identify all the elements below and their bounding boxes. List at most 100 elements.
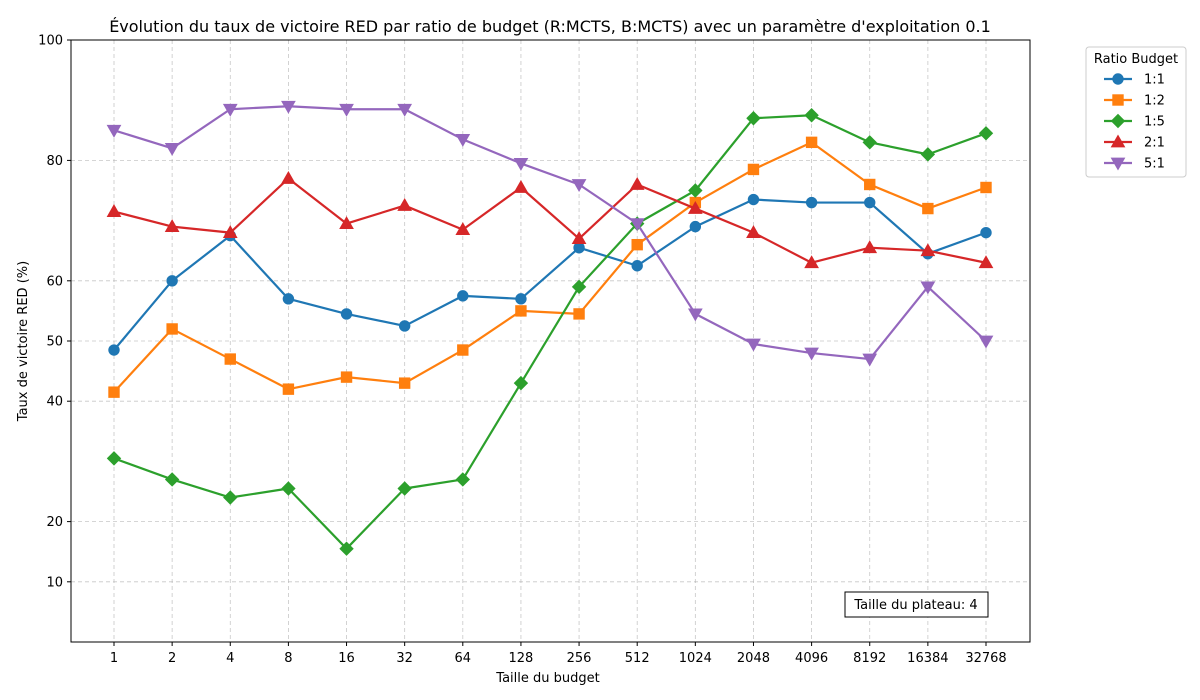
data-point <box>747 193 760 206</box>
data-point <box>980 226 992 239</box>
grid-lines <box>71 39 1030 642</box>
y-tick-label: 80 <box>46 154 63 169</box>
data-point <box>805 196 818 209</box>
chart-title: Évolution du taux de victoire RED par ra… <box>109 17 991 36</box>
data-point <box>920 281 936 295</box>
legend-label: 2:1 <box>1144 136 1165 151</box>
data-point <box>397 198 413 211</box>
data-point <box>978 335 994 349</box>
data-point <box>805 136 818 149</box>
data-point <box>223 490 238 505</box>
data-point <box>804 347 819 361</box>
legend-items: 1:1 1:2 1:5 2:1 5:1 <box>1104 73 1165 172</box>
x-tick-label: 1024 <box>679 651 712 666</box>
data-point <box>804 108 819 123</box>
legend-marker <box>1112 94 1124 106</box>
data-point <box>282 383 295 395</box>
data-point <box>978 126 994 141</box>
legend-label: 5:1 <box>1144 157 1165 172</box>
data-point <box>224 353 236 365</box>
series-5-1 <box>106 100 994 367</box>
x-tick-label: 32768 <box>965 651 1006 666</box>
data-point <box>339 103 354 117</box>
x-axis-label: Taille du budget <box>495 671 599 686</box>
data-point <box>106 451 122 466</box>
x-tick-label: 256 <box>567 651 592 666</box>
x-tick-label: 16 <box>338 651 355 666</box>
data-point <box>106 204 122 217</box>
data-point <box>515 293 527 305</box>
data-point <box>222 225 238 239</box>
data-point <box>980 181 992 194</box>
y-tick-label: 10 <box>46 575 63 590</box>
series-lines <box>106 100 994 556</box>
legend-entry: 1:1 <box>1104 73 1165 88</box>
data-point <box>747 163 760 176</box>
series-line <box>113 141 987 393</box>
data-point <box>164 142 180 156</box>
data-point <box>164 472 180 487</box>
data-point <box>689 220 702 233</box>
y-tick-label: 50 <box>46 335 63 350</box>
legend-entry: 1:5 <box>1104 113 1165 130</box>
data-point <box>455 472 471 487</box>
series-line <box>113 198 987 351</box>
data-point <box>106 124 122 138</box>
data-point <box>687 201 703 214</box>
x-tick-label: 32 <box>396 651 413 666</box>
data-point <box>862 135 877 150</box>
data-point <box>862 240 878 254</box>
data-point <box>339 541 354 556</box>
annotation-text: Taille du plateau: 4 <box>853 598 977 613</box>
data-point <box>281 100 296 114</box>
series-1-2 <box>108 136 992 398</box>
data-point <box>629 218 645 232</box>
annotation-box <box>844 591 989 618</box>
data-point <box>864 178 876 191</box>
data-point <box>573 241 585 254</box>
data-point <box>513 375 529 391</box>
data-point <box>455 133 471 147</box>
data-point <box>339 216 354 229</box>
data-point <box>515 305 527 317</box>
data-point <box>629 176 645 190</box>
x-tick-label: 2048 <box>737 651 770 666</box>
data-point <box>920 147 936 162</box>
data-point <box>746 225 761 239</box>
legend-entry: 5:1 <box>1104 157 1165 172</box>
data-point <box>804 255 819 269</box>
data-point <box>978 255 994 269</box>
data-point <box>457 290 469 302</box>
x-tick-label: 1 <box>110 651 118 666</box>
legend-label: 1:1 <box>1144 73 1165 88</box>
series-1-1 <box>108 193 992 356</box>
data-point <box>397 481 412 496</box>
data-point <box>340 308 353 320</box>
data-point <box>281 170 296 184</box>
y-axis-label: Taux de victoire RED (%) <box>16 261 31 422</box>
legend-title: Ratio Budget <box>1094 52 1178 67</box>
legend-label: 1:5 <box>1144 115 1165 130</box>
data-point <box>397 103 413 117</box>
x-axis-ticks: 1 2 4 8 16 32 64 128 256 512 1024 2048 4096 8192 16384… <box>110 642 1007 666</box>
legend-marker <box>1110 113 1126 129</box>
data-point <box>222 103 238 117</box>
data-point <box>166 275 178 287</box>
x-tick-label: 8192 <box>853 651 886 666</box>
legend-label: 1:2 <box>1144 94 1165 109</box>
data-point <box>282 293 295 305</box>
data-point <box>687 308 703 322</box>
data-point <box>746 338 761 352</box>
legend-entry: 1:2 <box>1104 94 1165 109</box>
x-tick-label: 16384 <box>907 651 948 666</box>
data-point <box>573 308 585 320</box>
data-point <box>455 222 471 236</box>
data-point <box>513 158 529 171</box>
legend-entry: 2:1 <box>1104 134 1165 151</box>
data-point <box>108 386 120 398</box>
data-point <box>340 371 353 383</box>
series-line <box>113 177 987 264</box>
data-point <box>166 323 178 335</box>
x-tick-label: 2 <box>168 651 176 666</box>
